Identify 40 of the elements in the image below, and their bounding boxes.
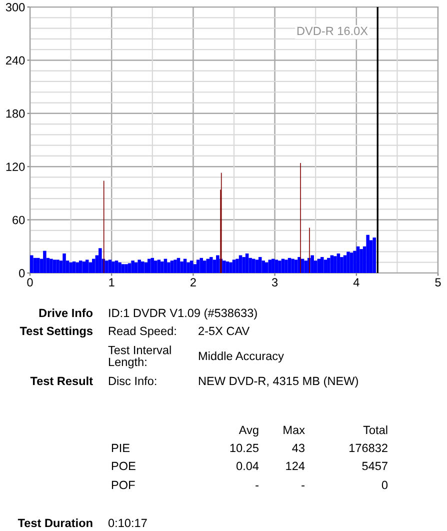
text: ID:1 DVDR V1.09 (#538633) [109,308,257,320]
annotation: DVD-R 16.0X [297,26,368,36]
text: 10.25 [230,444,259,452]
y-tick-label: 300 [6,3,25,12]
x-tick-label: 4 [353,278,360,286]
text: 2-5X CAV [198,326,250,336]
text: 176832 [350,444,388,452]
y-tick-label: 180 [6,109,25,118]
y-tick-label: 0 [19,269,25,278]
text: 0.04 [236,462,259,470]
text: Test Duration [18,518,92,528]
text: - [302,485,304,486]
x-tick-label: 3 [272,278,278,287]
text: Test Result [30,376,93,386]
text: 124 [286,462,305,470]
text: 43 [292,444,304,452]
y-tick-label: 120 [6,162,25,171]
text: 0:10:17 [108,518,147,528]
text: Test Settings [20,326,93,338]
text: 5457 [362,462,388,470]
y-tick-label: 240 [6,56,25,65]
text: Disc Info: [108,376,156,386]
x-tick-label: 0 [27,278,33,287]
text: 0 [382,480,388,490]
text: Drive Info [39,308,93,318]
text: Max [284,426,305,434]
x-tick-label: 1 [109,278,114,286]
text: Middle Accuracy [198,351,284,363]
text: - [256,485,258,486]
text: NEW DVD-R, 4315 MB (NEW) [198,376,358,388]
text: Total [363,425,388,434]
y-tick-label: 60 [12,216,25,224]
text: Test Interval Length: [108,346,171,368]
text: Avg [238,426,258,437]
text: PIE [112,444,130,452]
text: POE [112,462,136,470]
text: POF [112,480,135,490]
text: Read Speed: [108,326,176,338]
x-tick-label: 5 [435,278,441,287]
x-tick-label: 2 [190,278,196,286]
